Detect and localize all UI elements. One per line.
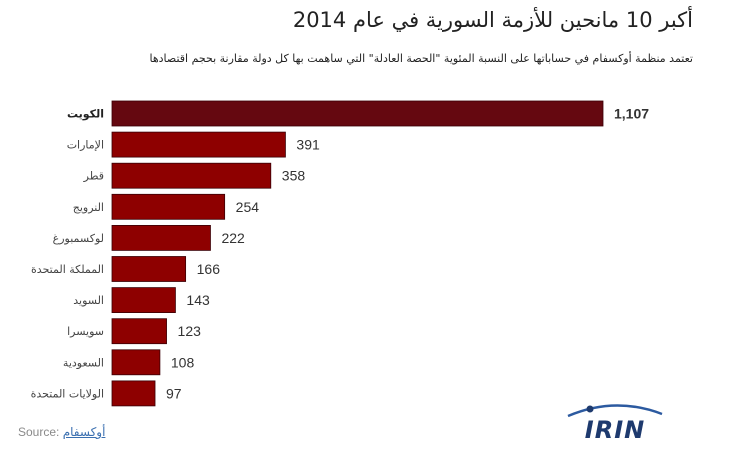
value-label-6: 143 bbox=[186, 292, 210, 308]
category-label-3: النرويج bbox=[73, 201, 104, 214]
value-label-3: 254 bbox=[236, 199, 260, 215]
bar-chart: الكويت 1,107 الإمارات 391 قطر 358 النرويج 254 لو… bbox=[31, 100, 649, 407]
bar-4 bbox=[111, 224, 211, 251]
source-label: Source: bbox=[18, 425, 60, 439]
bar-2 bbox=[111, 162, 272, 189]
logo-text: IRIN bbox=[585, 416, 645, 442]
value-label-9: 97 bbox=[166, 385, 182, 401]
chart-title: أكبر 10 مانحين للأزمة السورية في عام 201… bbox=[292, 8, 693, 32]
value-label-0: 1,107 bbox=[614, 106, 649, 122]
source-line: Source: أوكسفام bbox=[18, 425, 105, 439]
category-label-6: السويد bbox=[73, 294, 104, 307]
category-label-8: السعودية bbox=[63, 356, 104, 369]
bar-0 bbox=[111, 100, 604, 127]
chart-subtitle: تعتمد منظمة أوكسفام في حساباتها على النس… bbox=[149, 52, 694, 65]
value-label-1: 391 bbox=[296, 137, 320, 153]
bar-3 bbox=[111, 193, 226, 220]
category-label-9: الولايات المتحدة bbox=[31, 387, 104, 400]
bar-1 bbox=[111, 131, 286, 158]
value-label-2: 358 bbox=[282, 168, 306, 184]
category-label-7: سويسرا bbox=[67, 325, 104, 338]
category-label-2: قطر bbox=[83, 170, 104, 183]
bar-9 bbox=[111, 380, 156, 407]
value-label-5: 166 bbox=[197, 261, 221, 277]
bar-5 bbox=[111, 256, 187, 282]
value-label-8: 108 bbox=[171, 354, 195, 370]
category-label-0: الكويت bbox=[67, 108, 104, 121]
category-label-4: لوكسمبورغ bbox=[53, 232, 104, 245]
bar-8 bbox=[111, 349, 161, 376]
bar-7 bbox=[111, 318, 167, 345]
source-link[interactable]: أوكسفام bbox=[62, 425, 106, 439]
category-label-5: المملكة المتحدة bbox=[31, 263, 104, 276]
value-label-7: 123 bbox=[178, 323, 202, 339]
value-label-4: 222 bbox=[221, 230, 245, 246]
bar-6 bbox=[111, 287, 176, 314]
category-label-1: الإمارات bbox=[67, 139, 104, 152]
logo-arc bbox=[567, 404, 663, 418]
logo-dot bbox=[586, 405, 594, 413]
irin-logo-icon: IRIN bbox=[567, 404, 663, 442]
